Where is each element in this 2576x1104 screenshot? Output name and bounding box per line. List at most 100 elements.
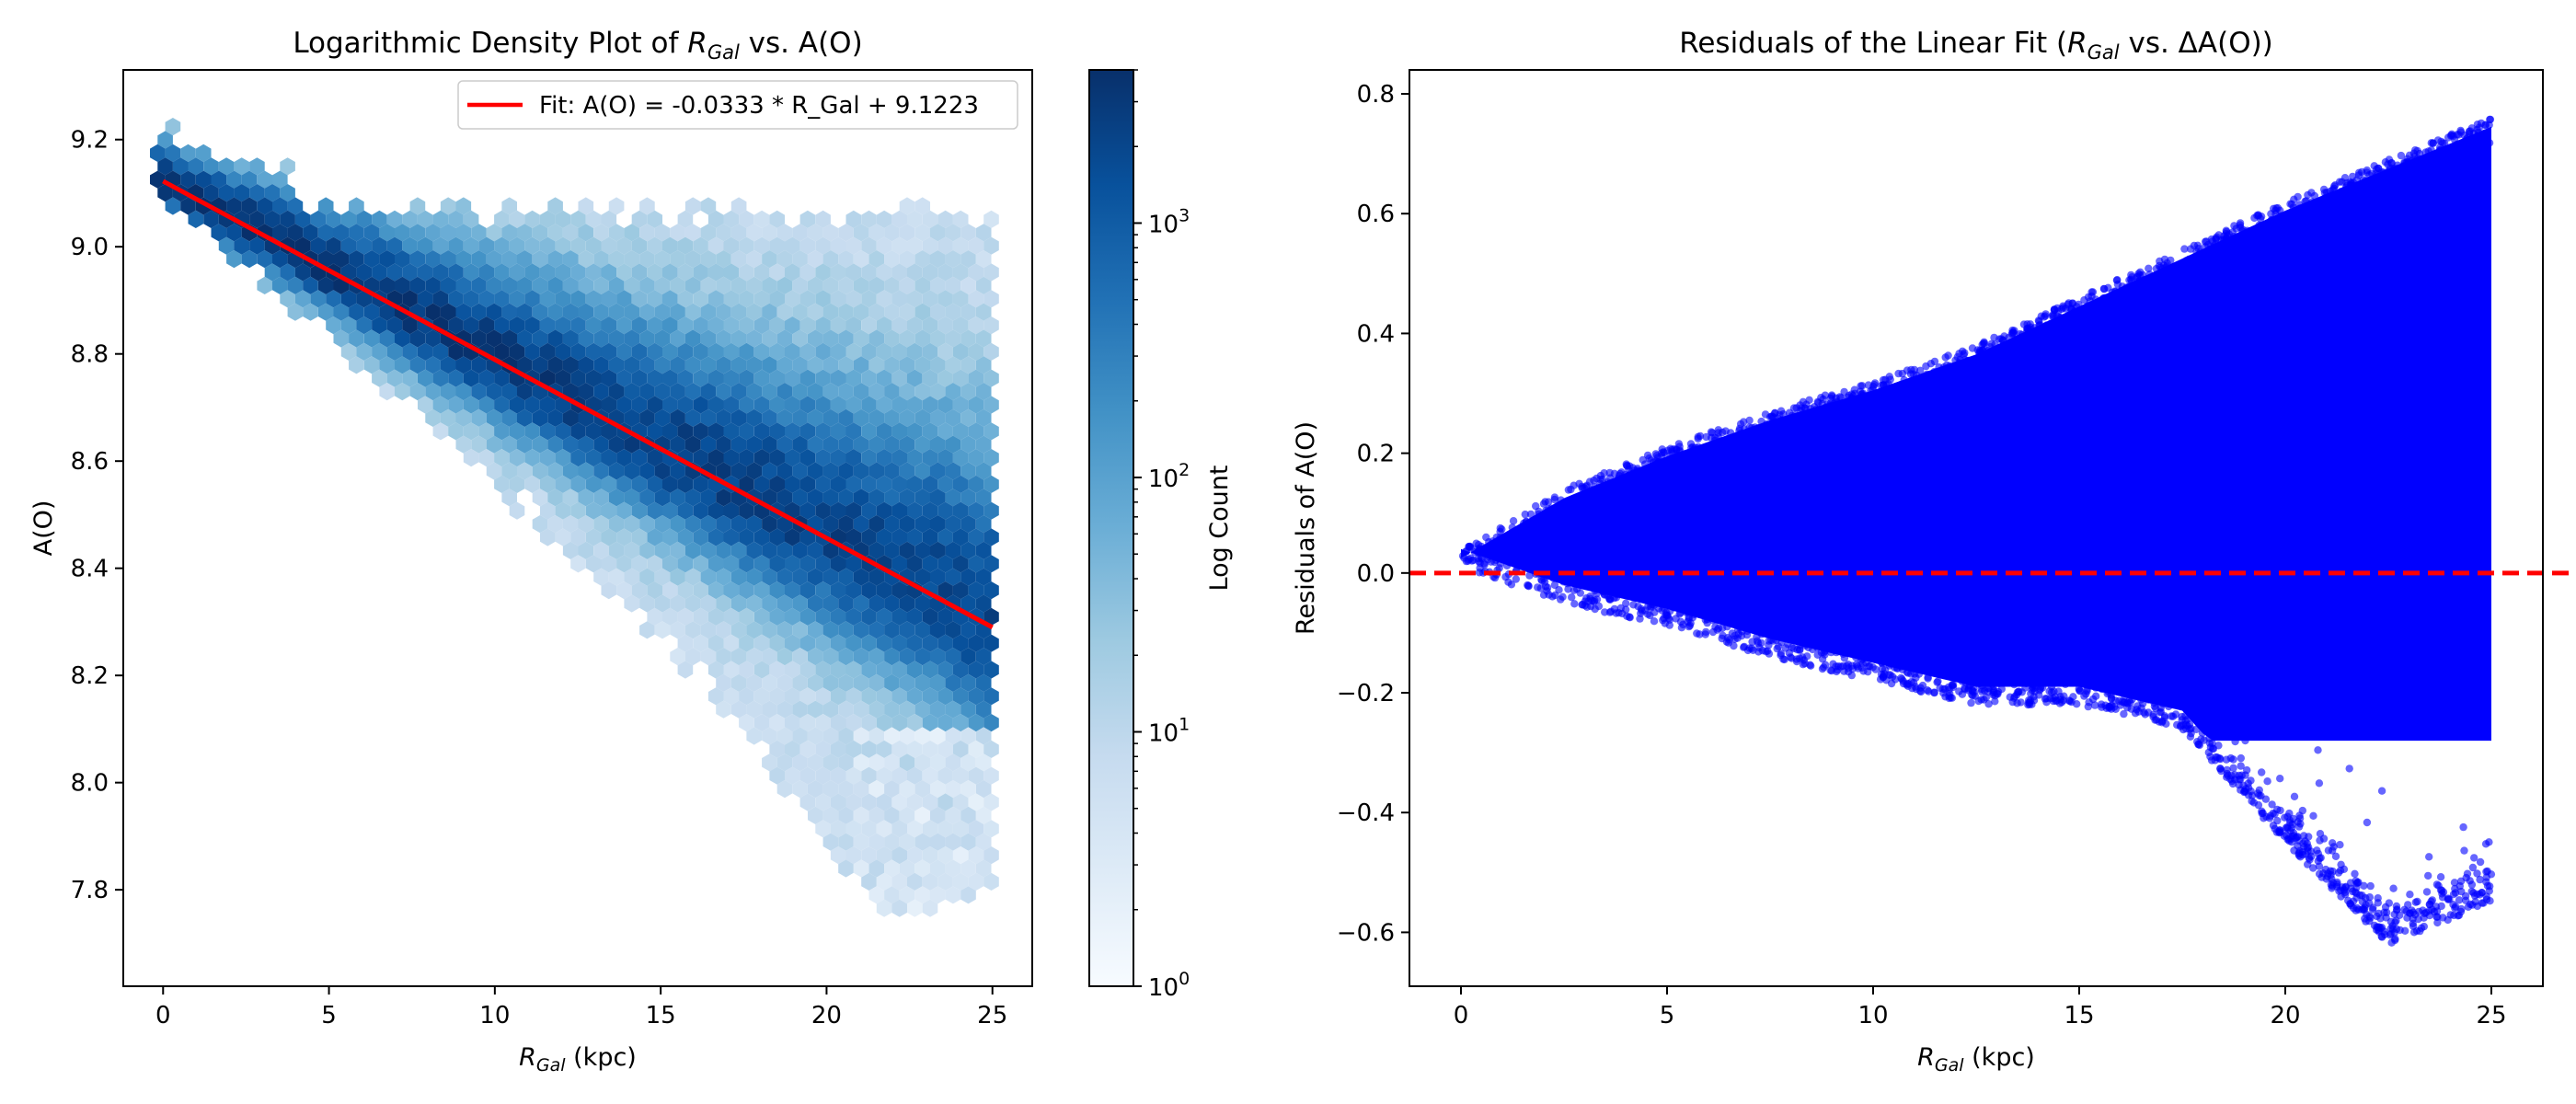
hexbin-cell xyxy=(631,342,648,361)
hexbin-cell xyxy=(440,276,456,294)
hexbin-cell xyxy=(524,342,540,361)
hexbin-cell xyxy=(838,727,854,745)
residual-point xyxy=(1526,510,1535,519)
hexbin-cell xyxy=(830,793,846,811)
hexbin-cell xyxy=(914,250,931,269)
hexbin-cell xyxy=(807,329,823,348)
residual-point xyxy=(2046,319,2055,328)
hexbin-cell xyxy=(868,727,885,745)
residual-point xyxy=(2360,881,2368,890)
residual-point xyxy=(2444,155,2453,165)
residual-point xyxy=(2011,370,2019,378)
residual-point xyxy=(2099,683,2108,691)
hexbin-cell xyxy=(661,369,678,387)
hexbin-cell xyxy=(960,700,976,719)
hexbin-cell xyxy=(960,780,976,799)
hexbin-cell xyxy=(769,236,786,255)
residual-point xyxy=(2323,872,2332,880)
residual-point xyxy=(1990,509,1998,517)
residual-point xyxy=(1899,581,1907,590)
residual-point xyxy=(1508,523,1517,532)
residual-point xyxy=(2181,325,2190,334)
residual-point xyxy=(2090,681,2099,690)
residual-point xyxy=(2464,143,2473,151)
hexbin-cell xyxy=(952,369,969,387)
residual-point xyxy=(1721,455,1730,464)
hexbin-cell xyxy=(539,236,556,255)
hexbin-cell xyxy=(562,276,579,294)
hexbin-cell xyxy=(983,475,999,493)
hexbin-cell xyxy=(983,740,999,758)
hexbin-cell xyxy=(784,661,800,679)
hexbin-cell xyxy=(501,383,518,401)
hexbin-cell xyxy=(937,263,953,282)
hexbin-cell xyxy=(624,515,640,534)
hexbin-cell xyxy=(516,224,533,242)
hexbin-cell xyxy=(968,263,984,282)
hexbin-cell xyxy=(952,316,969,335)
residual-point xyxy=(1779,620,1788,629)
hexbin-cell xyxy=(968,687,984,706)
hexbin-cell xyxy=(922,475,938,493)
hexbin-cell xyxy=(799,581,816,600)
residual-point xyxy=(1670,508,1678,517)
hexbin-cell xyxy=(684,515,701,534)
hexbin-cell xyxy=(349,250,364,269)
hexbin-cell xyxy=(822,435,839,454)
residual-point xyxy=(1521,558,1530,567)
hexbin-cell xyxy=(287,303,304,321)
residual-point xyxy=(2255,714,2263,723)
hexbin-cell xyxy=(372,369,387,387)
colorbar-gradient xyxy=(1089,70,1133,986)
residual-point xyxy=(2314,857,2322,866)
hexbin-cell xyxy=(661,422,678,441)
residual-point xyxy=(1535,553,1543,562)
hexbin-cell xyxy=(501,303,518,321)
residual-point xyxy=(1699,447,1708,455)
hexbin-cell xyxy=(707,581,724,600)
residual-point xyxy=(2107,705,2116,713)
hexbin-cell xyxy=(906,820,923,838)
hexbin-cell xyxy=(425,356,441,374)
hexbin-cell xyxy=(960,621,976,639)
hexbin-cell xyxy=(478,263,495,282)
hexbin-cell xyxy=(929,515,946,534)
residual-point xyxy=(2083,659,2091,667)
residual-point xyxy=(2183,335,2192,343)
residual-point xyxy=(1485,538,1493,546)
residual-point xyxy=(1806,634,1814,643)
hexbin-cell xyxy=(746,594,763,613)
residual-point xyxy=(2300,843,2308,851)
residual-point xyxy=(1837,423,1846,431)
residual-point xyxy=(2091,295,2100,304)
residual-point xyxy=(2483,881,2492,891)
residual-point xyxy=(1637,474,1645,482)
hexbin-cell xyxy=(601,396,617,414)
hexbin-cell xyxy=(547,462,563,480)
residual-point xyxy=(2389,170,2398,178)
hexbin-cell xyxy=(899,700,915,719)
hexbin-cell xyxy=(807,356,823,374)
residual-point xyxy=(2400,159,2409,167)
residual-point xyxy=(2272,257,2281,265)
hexbin-cell xyxy=(455,303,472,321)
hexbin-cell xyxy=(700,568,717,586)
residual-point xyxy=(1825,401,1834,410)
hexbin-cell xyxy=(562,515,579,534)
residual-point xyxy=(2018,627,2026,636)
hexbin-cell xyxy=(799,369,816,387)
residual-point xyxy=(1857,382,1865,390)
hexbin-cell xyxy=(937,422,953,441)
residual-point xyxy=(2426,364,2434,373)
residual-point xyxy=(1733,620,1742,629)
residual-point xyxy=(2444,915,2452,925)
hexbin-cell xyxy=(776,303,793,321)
residual-point xyxy=(1813,650,1822,659)
residual-point xyxy=(1513,549,1523,558)
hexbin-cell xyxy=(440,303,456,321)
hexbin-cell xyxy=(937,687,953,706)
hexbin-cell xyxy=(647,236,663,255)
hexbin-cell xyxy=(654,383,671,401)
hexbin-cell xyxy=(684,435,701,454)
hexbin-cell xyxy=(853,806,869,824)
